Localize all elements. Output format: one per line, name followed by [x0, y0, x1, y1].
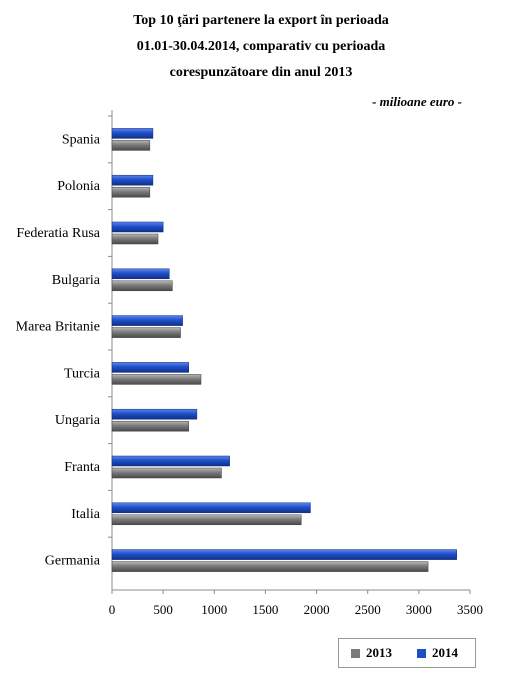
bar-2013 — [111, 561, 429, 572]
x-tick-label: 1500 — [252, 602, 278, 617]
x-tick-label: 500 — [153, 602, 173, 617]
bar-2013 — [111, 140, 151, 151]
legend-swatch-2013 — [351, 648, 360, 658]
x-tick-label: 3000 — [406, 602, 432, 617]
bar-2013 — [111, 280, 173, 292]
bar-2014 — [111, 455, 230, 467]
category-label: Spania — [62, 132, 101, 147]
legend-item-2013: 2013 — [351, 645, 392, 661]
bar-2014 — [111, 315, 183, 326]
category-label: Polonia — [57, 179, 101, 194]
legend-item-2014: 2014 — [417, 645, 458, 661]
bar-2014 — [111, 268, 170, 280]
bar-2014 — [111, 128, 154, 139]
legend-label-2013: 2013 — [366, 645, 392, 660]
bar-2013 — [111, 420, 189, 432]
x-tick-label: 2000 — [304, 602, 330, 617]
x-tick-label: 3500 — [457, 602, 483, 617]
chart-title: Top 10 ţări partenere la export în perio… — [0, 8, 522, 86]
category-label: Federatia Rusa — [16, 226, 100, 241]
category-label: Italia — [71, 507, 101, 522]
bar-2013 — [111, 327, 181, 338]
bar-2013 — [111, 186, 151, 198]
category-label: Franta — [64, 460, 101, 475]
x-tick-label: 2500 — [355, 602, 381, 617]
bar-2013 — [111, 467, 222, 479]
bar-2013 — [111, 233, 159, 245]
legend: 2013 2014 — [338, 638, 476, 668]
bar-2014 — [111, 221, 164, 233]
legend-swatch-2014 — [417, 648, 426, 658]
title-line-1: Top 10 ţări partenere la export în perio… — [133, 13, 389, 28]
category-label: Ungaria — [55, 413, 101, 428]
x-tick-label: 1000 — [201, 602, 227, 617]
category-label: Germania — [45, 554, 101, 569]
bar-2014 — [111, 502, 311, 514]
legend-label-2014: 2014 — [432, 645, 458, 660]
bar-2014 — [111, 549, 457, 560]
title-line-2: 01.01-30.04.2014, comparativ cu perioada — [136, 39, 386, 54]
bar-2014 — [111, 174, 154, 186]
bar-chart: 0 500 1000 1500 2000 2500 3000 3500 Spania Poloni… — [16, 110, 483, 617]
category-label: Bulgaria — [52, 273, 101, 288]
bar-2014 — [111, 362, 189, 373]
bar-2014 — [111, 408, 198, 420]
title-line-3: corespunzătoare din anul 2013 — [169, 65, 353, 80]
category-label: Marea Britanie — [16, 320, 100, 335]
category-label: Turcia — [64, 366, 101, 381]
x-tick-label: 0 — [109, 602, 116, 617]
unit-label: - milioane euro - — [372, 94, 462, 109]
bar-2013 — [111, 374, 202, 385]
bar-2013 — [111, 514, 302, 526]
